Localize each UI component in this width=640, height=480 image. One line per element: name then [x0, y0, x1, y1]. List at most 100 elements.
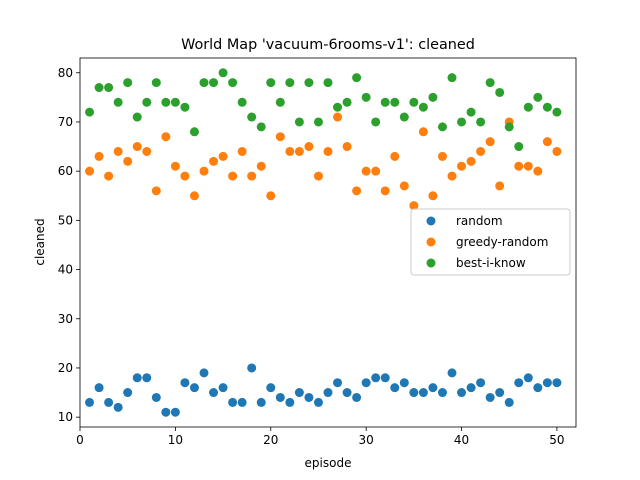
data-point: [352, 73, 362, 83]
data-point: [170, 161, 180, 171]
data-point: [514, 161, 524, 171]
data-point: [523, 373, 533, 383]
data-point: [418, 388, 428, 398]
y-tick-label: 50: [58, 213, 73, 227]
x-axis: 0 10 20 30 40 50: [76, 427, 565, 447]
x-tick-label: 30: [359, 433, 374, 447]
data-point: [142, 97, 152, 107]
legend-label: greedy-random: [456, 235, 548, 249]
data-point: [161, 132, 171, 142]
chart-title: World Map 'vacuum-6rooms-v1': cleaned: [181, 37, 475, 53]
data-point: [256, 122, 266, 132]
data-point: [552, 146, 562, 156]
data-point: [533, 383, 543, 393]
plot-frame: [79, 57, 577, 428]
data-point: [409, 201, 419, 211]
data-point: [218, 68, 228, 78]
x-tick-label: 20: [263, 433, 278, 447]
y-tick-label: 60: [58, 164, 73, 178]
data-point: [170, 407, 180, 417]
data-point: [218, 151, 228, 161]
data-point: [304, 78, 314, 88]
data-point: [266, 383, 276, 393]
y-tick-label: 40: [58, 263, 73, 277]
data-point: [514, 378, 524, 388]
data-point: [256, 397, 266, 407]
data-point: [113, 146, 123, 156]
data-point: [94, 83, 104, 93]
data-point: [380, 373, 390, 383]
data-point: [504, 397, 514, 407]
data-point: [333, 378, 343, 388]
data-point: [104, 397, 114, 407]
y-tick-label: 70: [58, 115, 73, 129]
data-point: [352, 392, 362, 402]
data-point: [228, 397, 238, 407]
data-point: [399, 112, 409, 122]
data-point: [476, 146, 486, 156]
data-point: [514, 142, 524, 152]
data-point: [132, 142, 142, 152]
data-point: [85, 166, 95, 176]
y-tick-label: 30: [58, 312, 73, 326]
data-point: [294, 117, 304, 127]
data-point: [399, 378, 409, 388]
data-point: [390, 383, 400, 393]
data-point: [504, 122, 514, 132]
data-point: [428, 92, 438, 102]
legend-marker: [426, 258, 436, 268]
data-point: [533, 166, 543, 176]
data-point: [151, 186, 161, 196]
data-point: [342, 142, 352, 152]
data-point: [361, 92, 371, 102]
data-point: [457, 388, 467, 398]
data-point: [180, 171, 190, 181]
data-point: [199, 78, 209, 88]
x-tick-label: 40: [454, 433, 469, 447]
legend-marker: [426, 216, 436, 226]
data-point: [342, 388, 352, 398]
series-random: [85, 363, 562, 417]
data-point: [437, 151, 447, 161]
data-point: [275, 392, 285, 402]
data-point: [123, 388, 133, 398]
data-point: [523, 161, 533, 171]
data-point: [418, 102, 428, 112]
data-point: [495, 388, 505, 398]
y-tick-label: 20: [58, 361, 73, 375]
data-point: [285, 78, 295, 88]
data-point: [189, 191, 199, 201]
data-point: [161, 97, 171, 107]
data-point: [352, 186, 362, 196]
data-point: [485, 392, 495, 402]
x-axis-label: episode: [305, 456, 352, 470]
data-point: [361, 378, 371, 388]
data-point: [323, 388, 333, 398]
data-point: [313, 117, 323, 127]
y-tick-label: 80: [58, 66, 73, 80]
data-point: [228, 171, 238, 181]
data-point: [85, 397, 95, 407]
data-point: [285, 397, 295, 407]
data-point: [237, 146, 247, 156]
data-point: [247, 171, 257, 181]
data-point: [313, 171, 323, 181]
data-point: [437, 388, 447, 398]
data-point: [542, 378, 552, 388]
data-point: [542, 137, 552, 147]
data-point: [294, 146, 304, 156]
data-point: [199, 368, 209, 378]
data-point: [457, 161, 467, 171]
data-point: [189, 127, 199, 137]
data-point: [380, 186, 390, 196]
y-axis-label: cleaned: [33, 218, 47, 265]
data-point: [476, 378, 486, 388]
data-point: [123, 78, 133, 88]
y-axis: 10 20 30 40 50 60 70 80: [58, 66, 80, 424]
data-point: [428, 191, 438, 201]
data-point: [495, 87, 505, 97]
data-point: [304, 142, 314, 152]
data-point: [180, 102, 190, 112]
data-point: [228, 78, 238, 88]
data-point: [209, 388, 219, 398]
